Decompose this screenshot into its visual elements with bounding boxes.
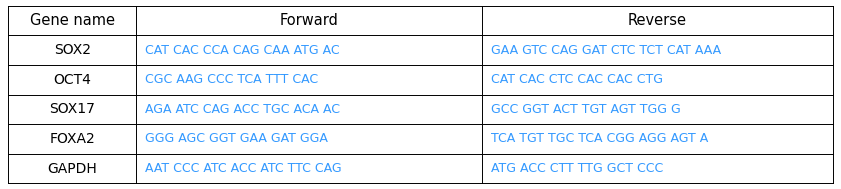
Text: SOX17: SOX17: [50, 102, 95, 116]
Text: GCC GGT ACT TGT AGT TGG G: GCC GGT ACT TGT AGT TGG G: [490, 103, 680, 116]
Text: GAA GTC CAG GAT CTC TCT CAT AAA: GAA GTC CAG GAT CTC TCT CAT AAA: [490, 44, 721, 57]
Text: CAT CAC CTC CAC CAC CTG: CAT CAC CTC CAC CAC CTG: [490, 73, 663, 86]
Text: ATG ACC CTT TTG GCT CCC: ATG ACC CTT TTG GCT CCC: [490, 162, 663, 175]
Text: TCA TGT TGC TCA CGG AGG AGT A: TCA TGT TGC TCA CGG AGG AGT A: [490, 132, 708, 145]
Text: GAPDH: GAPDH: [47, 162, 98, 176]
Text: AAT CCC ATC ACC ATC TTC CAG: AAT CCC ATC ACC ATC TTC CAG: [145, 162, 341, 175]
Text: Reverse: Reverse: [628, 13, 687, 28]
Text: Forward: Forward: [280, 13, 339, 28]
Text: CGC AAG CCC TCA TTT CAC: CGC AAG CCC TCA TTT CAC: [145, 73, 318, 86]
Text: FOXA2: FOXA2: [50, 132, 95, 146]
Text: OCT4: OCT4: [53, 73, 91, 87]
Text: CAT CAC CCA CAG CAA ATG AC: CAT CAC CCA CAG CAA ATG AC: [145, 44, 339, 57]
Text: SOX2: SOX2: [54, 43, 91, 57]
Text: GGG AGC GGT GAA GAT GGA: GGG AGC GGT GAA GAT GGA: [145, 132, 327, 145]
Text: Gene name: Gene name: [29, 13, 114, 28]
Text: AGA ATC CAG ACC TGC ACA AC: AGA ATC CAG ACC TGC ACA AC: [145, 103, 340, 116]
